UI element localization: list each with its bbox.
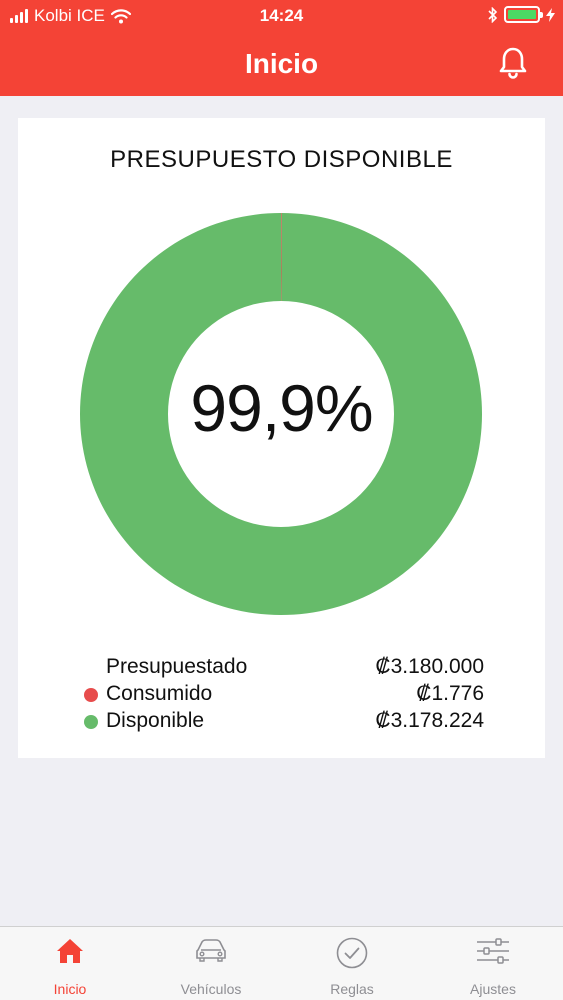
signal-icon [10,9,28,23]
battery-icon [504,6,543,23]
legend-label: Presupuestado [106,655,248,678]
legend-row-consumido: Consumido ₡1.776 [84,682,484,709]
bluetooth-icon [488,6,498,23]
legend-value: ₡1.776 [416,682,484,705]
status-bar: Kolbi ICE 14:24 [0,0,563,32]
bell-icon[interactable] [497,46,529,80]
legend-label: Consumido [106,682,213,705]
legend: Presupuestado ₡3.180.000 Consumido ₡1.77… [84,655,484,736]
carrier-name: Kolbi ICE [34,6,105,25]
legend-dot [84,688,98,702]
budget-card: PRESUPUESTO DISPONIBLE 99,9% Presupuesta… [18,118,545,758]
tab-label: Vehículos [180,981,242,997]
sliders-icon [477,938,509,964]
wifi-icon [110,8,131,23]
donut-slice-consumido [281,213,282,302]
nav-bar: Inicio [0,32,563,96]
car-icon [196,939,226,962]
legend-label: Disponible [106,709,205,732]
tab-label: Inicio [53,981,87,997]
tab-label: Ajustes [470,981,516,997]
tab-ajustes[interactable]: Ajustes [423,927,563,1000]
tab-bar: Inicio Vehículos Reglas Ajustes [0,926,563,1000]
home-icon [57,939,83,963]
tab-vehiculos[interactable]: Vehículos [141,927,281,1000]
donut-slice-disponible [80,213,482,615]
legend-value: ₡3.178.224 [375,709,484,732]
tab-reglas[interactable]: Reglas [282,927,422,1000]
page-title: Inicio [244,48,319,79]
legend-dot [84,715,98,729]
tab-label: Reglas [330,981,374,997]
percent-available: 99,9% [190,371,373,445]
card-title: PRESUPUESTO DISPONIBLE [110,146,453,173]
status-time: 14:24 [259,6,304,25]
budget-donut-chart [80,213,482,615]
legend-value: ₡3.180.000 [375,655,484,678]
charging-icon [546,7,555,22]
legend-row-disponible: Disponible ₡3.178.224 [84,709,484,736]
legend-row-presupuestado: Presupuestado ₡3.180.000 [84,655,484,682]
tab-inicio[interactable]: Inicio [0,927,140,1000]
check-circle-icon [336,937,368,969]
